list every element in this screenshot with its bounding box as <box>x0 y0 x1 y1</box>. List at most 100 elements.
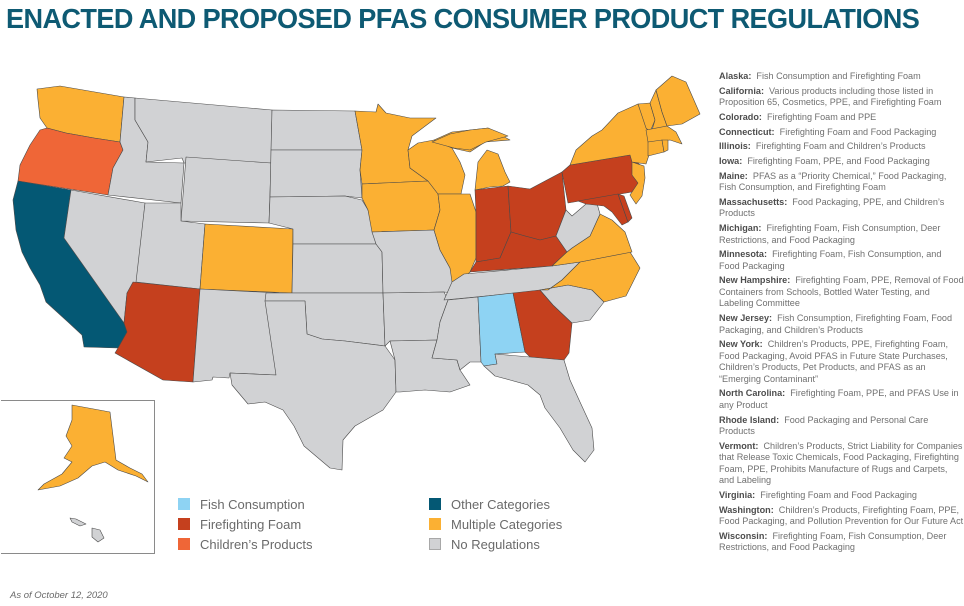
legend-item-childrens-products: Children’s Products <box>178 535 312 553</box>
state-kansas[interactable] <box>291 243 384 294</box>
note-rhode-island: Rhode Island: Food Packaging and Persona… <box>719 415 964 438</box>
state-new-jersey[interactable] <box>629 161 646 205</box>
note-state-name: Illinois: <box>719 141 751 152</box>
state-connecticut[interactable] <box>647 139 665 157</box>
us-map <box>12 75 701 543</box>
note-new-jersey: New Jersey: Fish Consumption, Firefighti… <box>719 313 964 336</box>
note-text: Children’s Products, PPE, Firefighting F… <box>719 339 948 384</box>
note-state-name: Virginia: <box>719 490 756 500</box>
note-state-name: New Jersey: <box>719 313 773 324</box>
note-state-name: New York: <box>719 339 763 350</box>
note-wisconsin: Wisconsin: Firefighting Foam, Fish Consu… <box>719 531 964 554</box>
note-michigan: Michigan: Firefighting Foam, Fish Consum… <box>719 223 964 246</box>
state-north-dakota[interactable] <box>270 109 363 151</box>
state-hawaii[interactable] <box>91 527 105 543</box>
note-text: Firefighting Foam and Children’s Product… <box>755 141 926 152</box>
legend-item-other-categories: Other Categories <box>429 495 550 513</box>
state-rhode-island[interactable] <box>661 139 669 153</box>
note-state-name: Iowa: <box>719 155 743 166</box>
state-north-carolina[interactable] <box>539 251 641 303</box>
legend-item-multiple-categories: Multiple Categories <box>429 515 562 533</box>
note-california: California: Various products including t… <box>719 86 964 109</box>
legend-label: Fish Consumption <box>200 496 305 512</box>
note-text: Firefighting Foam and PPE <box>767 111 877 122</box>
note-text: Various products including those listed … <box>719 85 942 108</box>
state-florida[interactable] <box>483 353 595 463</box>
note-state-name: Maine: <box>719 170 748 181</box>
map-legend: Fish Consumption Firefighting Foam Child… <box>178 495 598 559</box>
note-colorado: Colorado: Firefighting Foam and PPE <box>719 112 964 124</box>
note-text: Children’s Products, Firefighting Foam, … <box>719 504 964 527</box>
legend-swatch-fish-consumption <box>178 498 190 510</box>
note-text: Firefighting Foam, Fish Consumption, Dee… <box>719 530 947 553</box>
state-montana[interactable] <box>134 97 273 164</box>
state-wyoming[interactable] <box>180 156 272 224</box>
legend-swatch-other-categories <box>429 498 441 510</box>
note-text: Fish Consumption and Firefighting Foam <box>756 71 921 81</box>
as-of-date: As of October 12, 2020 <box>10 590 108 601</box>
note-state-name: Michigan: <box>719 223 762 233</box>
note-text: Firefighting Foam, Fish Consumption, Dee… <box>719 223 941 245</box>
note-state-name: Massachusetts: <box>719 196 788 207</box>
legend-swatch-no-regulations <box>429 538 441 550</box>
state-iowa[interactable] <box>361 180 441 233</box>
note-north-carolina: North Carolina: Firefighting Foam, PPE, … <box>719 388 964 411</box>
state-south-dakota[interactable] <box>269 149 363 199</box>
note-state-name: Wisconsin: <box>719 530 768 541</box>
note-state-name: North Carolina: <box>719 388 786 399</box>
state-vermont[interactable] <box>637 102 656 133</box>
note-state-name: Colorado: <box>719 111 762 122</box>
page-title: ENACTED AND PROPOSED PFAS CONSUMER PRODU… <box>6 3 920 34</box>
note-state-name: Washington: <box>719 504 774 515</box>
state-west-virginia[interactable] <box>555 199 601 253</box>
state-texas[interactable] <box>229 300 397 471</box>
note-state-name: Alaska: <box>719 71 752 81</box>
note-state-name: Connecticut: <box>719 126 775 137</box>
note-text: Firefighting Foam, PPE, and Food Packagi… <box>747 155 930 166</box>
note-state-name: California: <box>719 85 764 96</box>
alaska-hawaii-inset-frame <box>1 400 155 554</box>
note-vermont: Vermont: Children’s Products, Strict Lia… <box>719 441 964 487</box>
note-text: Firefighting Foam and Food Packaging <box>779 126 937 137</box>
note-text: Firefighting Foam and Food Packaging <box>760 490 917 500</box>
state-hawaii-islands[interactable] <box>69 517 87 527</box>
note-maine: Maine: PFAS as a “Priority Chemical,” Fo… <box>719 171 964 194</box>
note-text: Firefighting Foam, Fish Consumption, and… <box>719 249 942 271</box>
legend-swatch-multiple-categories <box>429 518 441 530</box>
state-colorado[interactable] <box>199 223 294 294</box>
note-text: Fish Consumption, Firefighting Foam, Foo… <box>719 313 953 335</box>
note-text: Firefighting Foam, PPE, and PFAS Use in … <box>719 388 959 410</box>
note-text: Food Packaging, PPE, and Children’s Prod… <box>719 196 945 219</box>
note-text: Children’s Products, Strict Liability fo… <box>719 440 963 486</box>
note-state-name: New Hampshire: <box>719 275 791 286</box>
legend-item-no-regulations: No Regulations <box>429 535 540 553</box>
state-wisconsin[interactable] <box>407 139 466 195</box>
note-text: PFAS as a “Priority Chemical,” Food Pack… <box>719 170 947 193</box>
note-text: Firefighting Foam, PPE, Removal of Food … <box>719 275 964 309</box>
legend-item-firefighting-foam: Firefighting Foam <box>178 515 301 533</box>
note-washington: Washington: Children’s Products, Firefig… <box>719 505 964 528</box>
legend-label: Children’s Products <box>200 536 313 552</box>
note-new-hampshire: New Hampshire: Firefighting Foam, PPE, R… <box>719 275 964 310</box>
note-state-name: Vermont: <box>719 440 759 451</box>
note-massachusetts: Massachusetts: Food Packaging, PPE, and … <box>719 197 964 220</box>
legend-swatch-firefighting-foam <box>178 518 190 530</box>
legend-swatch-childrens-products <box>178 538 190 550</box>
state-minnesota[interactable] <box>354 103 437 185</box>
legend-item-fish-consumption: Fish Consumption <box>178 495 305 513</box>
legend-label: Firefighting Foam <box>200 516 302 532</box>
state-michigan-lower[interactable] <box>474 149 511 191</box>
state-new-york[interactable] <box>569 103 651 166</box>
state-regulation-notes: Alaska: Fish Consumption and Firefightin… <box>719 71 964 557</box>
legend-label: Multiple Categories <box>451 516 563 532</box>
legend-label: No Regulations <box>451 536 540 552</box>
state-arizona[interactable] <box>114 281 201 383</box>
legend-label: Other Categories <box>451 496 550 512</box>
state-alaska[interactable] <box>37 404 149 491</box>
state-maine[interactable] <box>655 75 701 127</box>
note-text: Food Packaging and Personal Care Product… <box>719 414 929 437</box>
state-delaware[interactable] <box>617 193 633 223</box>
state-michigan-upper[interactable] <box>431 127 509 151</box>
state-ohio[interactable] <box>507 171 567 241</box>
note-state-name: Minnesota: <box>719 249 767 260</box>
